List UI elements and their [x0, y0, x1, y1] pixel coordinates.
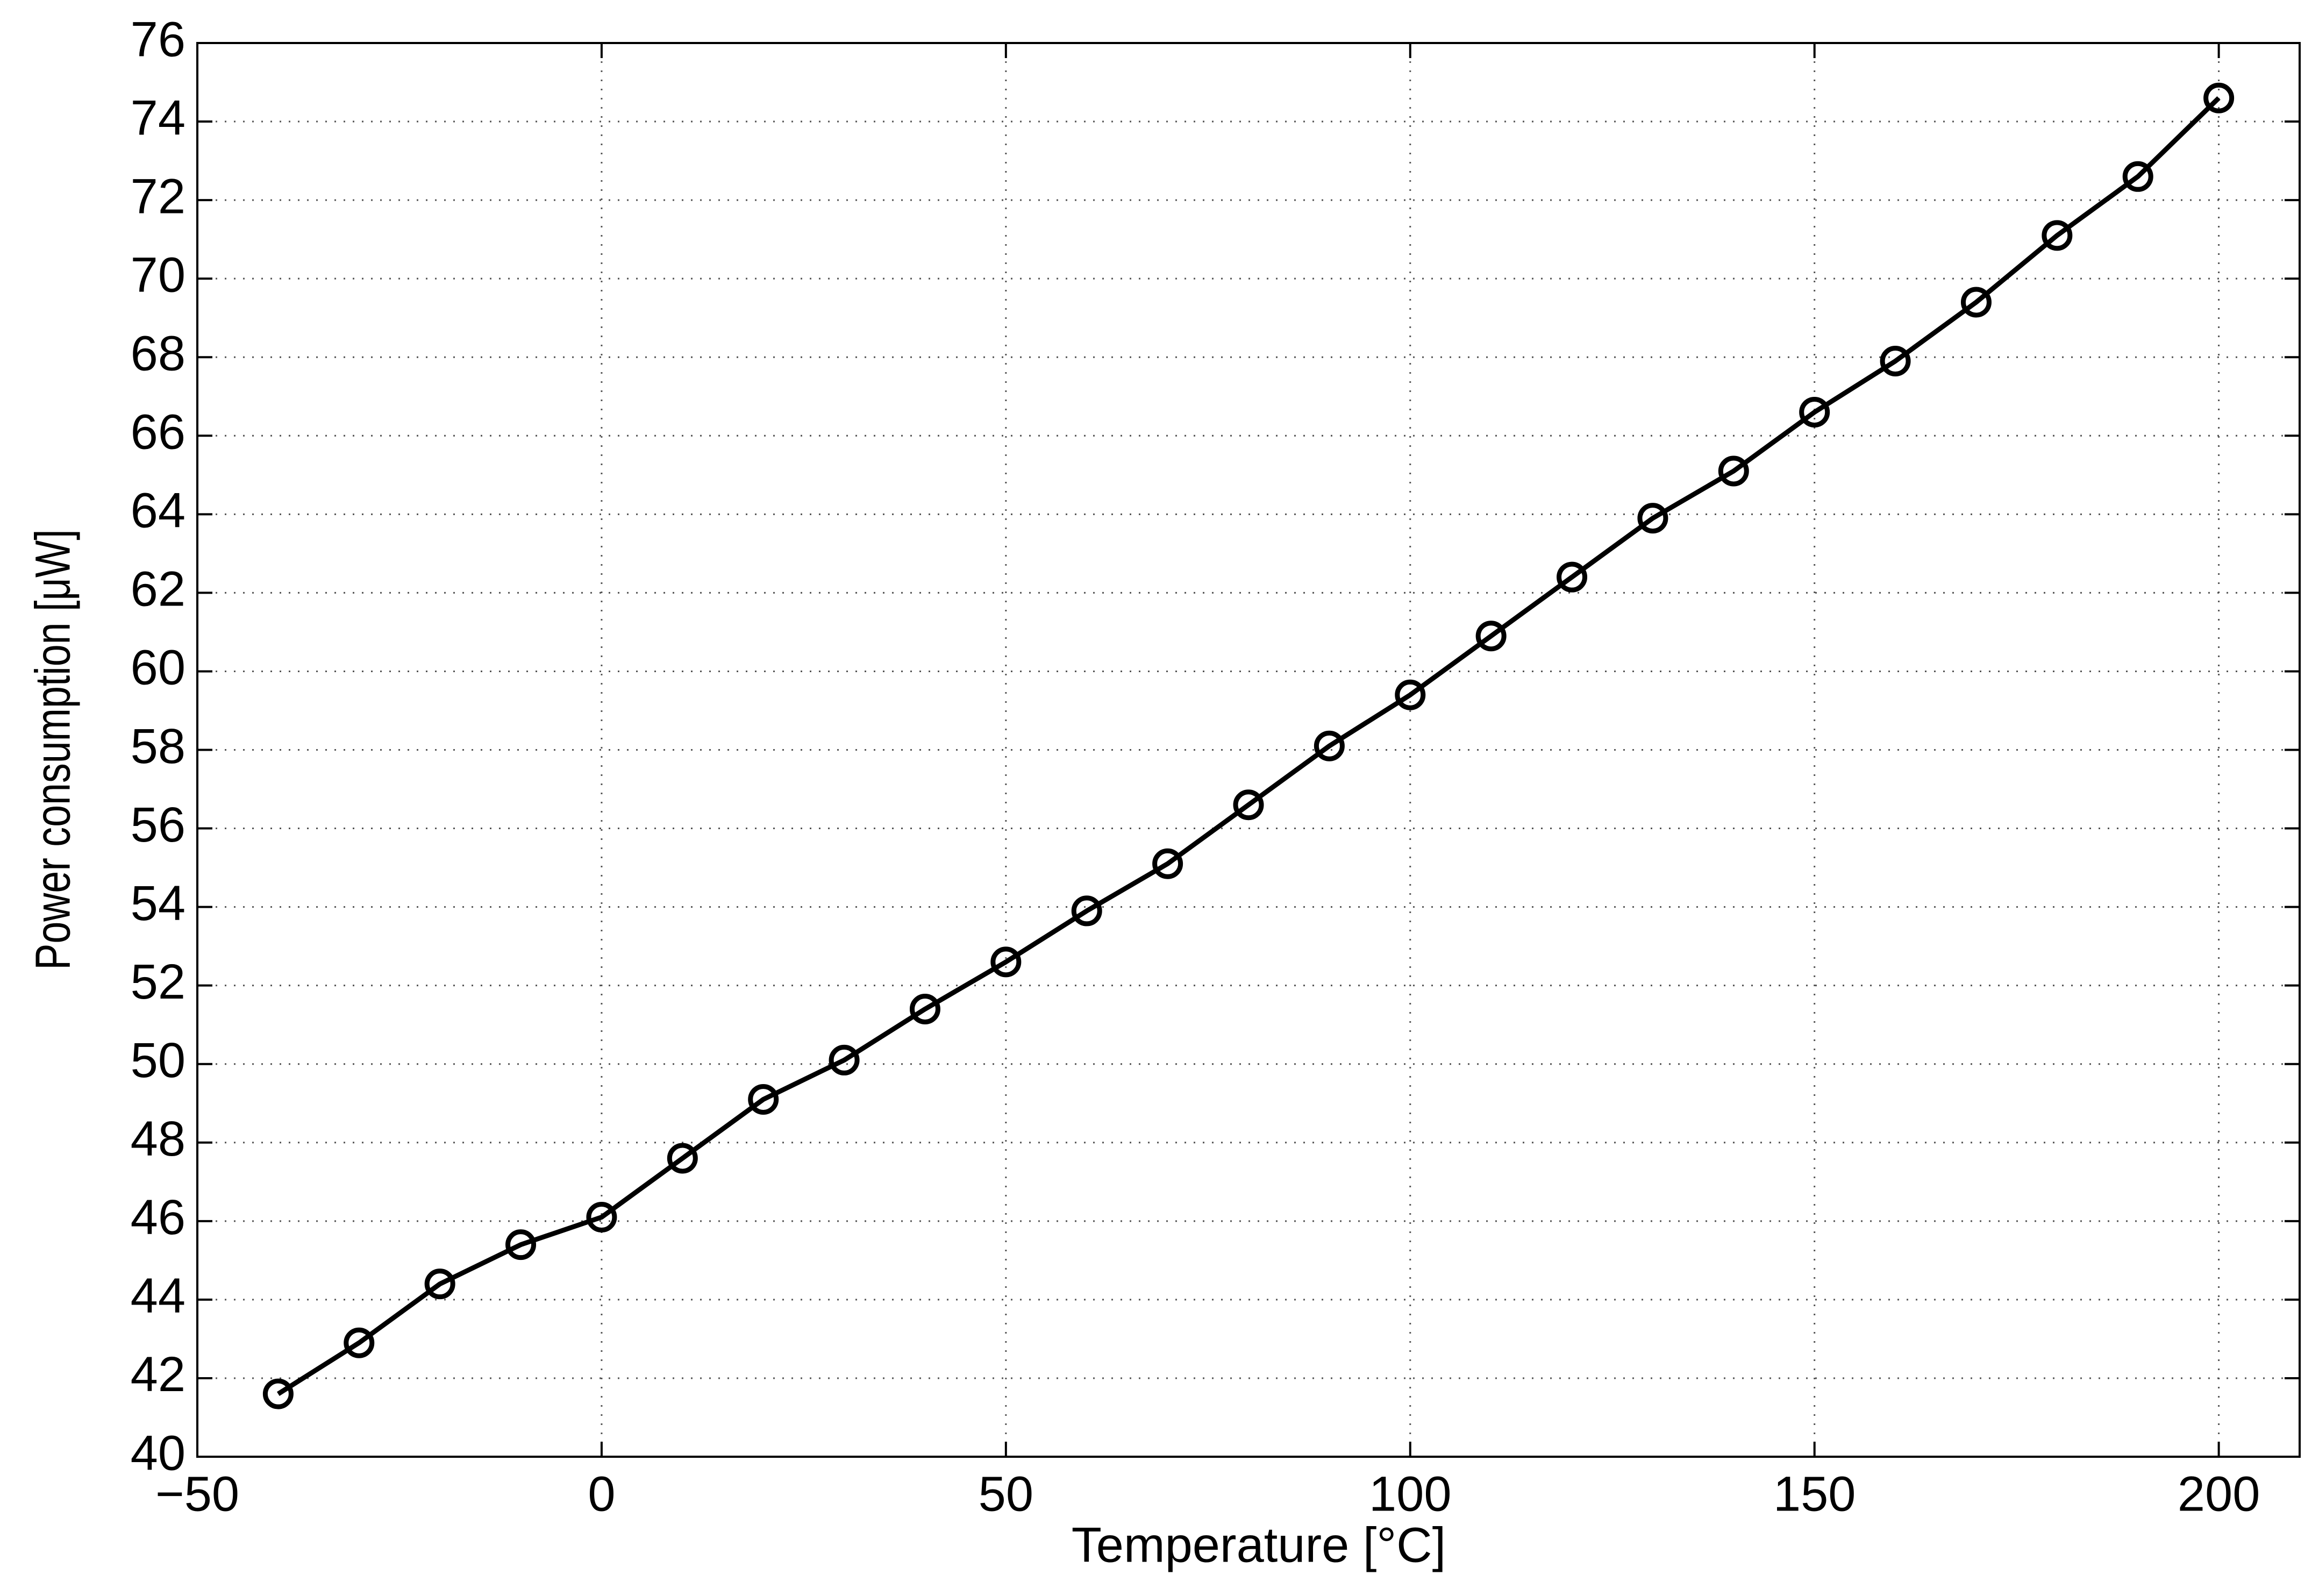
y-tick-label: 70	[131, 247, 185, 302]
data-point	[1718, 455, 1749, 487]
data-point	[829, 1044, 860, 1075]
data-point	[1233, 789, 1264, 821]
y-tick-label: 54	[131, 876, 185, 931]
data-point	[1395, 679, 1426, 710]
y-tick-label: 58	[131, 719, 185, 774]
data-point	[748, 1084, 779, 1115]
data-point	[1960, 287, 1992, 318]
y-tick-label: 40	[131, 1426, 185, 1480]
y-tick-label: 74	[131, 90, 185, 145]
data-point	[1637, 503, 1668, 534]
y-tick-label: 42	[131, 1347, 185, 1402]
x-tick-label: 50	[979, 1466, 1033, 1521]
x-axis-label: Temperature [°C]	[1072, 1517, 1446, 1572]
data-point	[990, 946, 1022, 978]
y-tick-label: 66	[131, 405, 185, 460]
data-point	[344, 1327, 375, 1358]
x-tick-label: 150	[1773, 1466, 1856, 1521]
data-point	[1152, 848, 1183, 879]
x-tick-label: 100	[1369, 1466, 1452, 1521]
y-tick-label: 62	[131, 562, 185, 617]
data-point	[424, 1269, 455, 1300]
y-axis-label: Power consumption [μW]	[25, 529, 80, 970]
y-tick-label: 52	[131, 954, 185, 1009]
data-point	[1799, 396, 1830, 428]
y-tick-label: 44	[131, 1269, 185, 1323]
data-point	[2122, 161, 2153, 192]
data-point	[667, 1143, 698, 1174]
y-tick-label: 56	[131, 797, 185, 852]
data-point	[1475, 621, 1507, 652]
y-tick-label: 72	[131, 169, 185, 224]
data-line	[276, 96, 2221, 1396]
y-tick-label: 76	[131, 12, 185, 67]
data-point	[909, 993, 940, 1024]
data-point	[505, 1229, 537, 1260]
y-tick-label: 68	[131, 326, 185, 381]
y-tick-label: 48	[131, 1112, 185, 1166]
data-point	[2203, 82, 2235, 113]
data-point	[262, 1378, 294, 1409]
y-tick-label: 50	[131, 1033, 185, 1088]
y-tick-label: 60	[131, 640, 185, 695]
data-point	[1557, 561, 1588, 593]
y-tick-label: 46	[131, 1190, 185, 1245]
x-tick-label: 0	[588, 1466, 615, 1521]
data-point	[1880, 346, 1911, 377]
data-point	[586, 1202, 617, 1233]
data-point	[1071, 895, 1102, 927]
plot-frame	[196, 42, 2301, 1458]
data-point	[1314, 730, 1345, 761]
data-point	[2042, 220, 2073, 251]
x-tick-label: 200	[2178, 1466, 2260, 1521]
x-tick-label: −50	[155, 1466, 239, 1521]
y-tick-label: 64	[131, 483, 185, 538]
